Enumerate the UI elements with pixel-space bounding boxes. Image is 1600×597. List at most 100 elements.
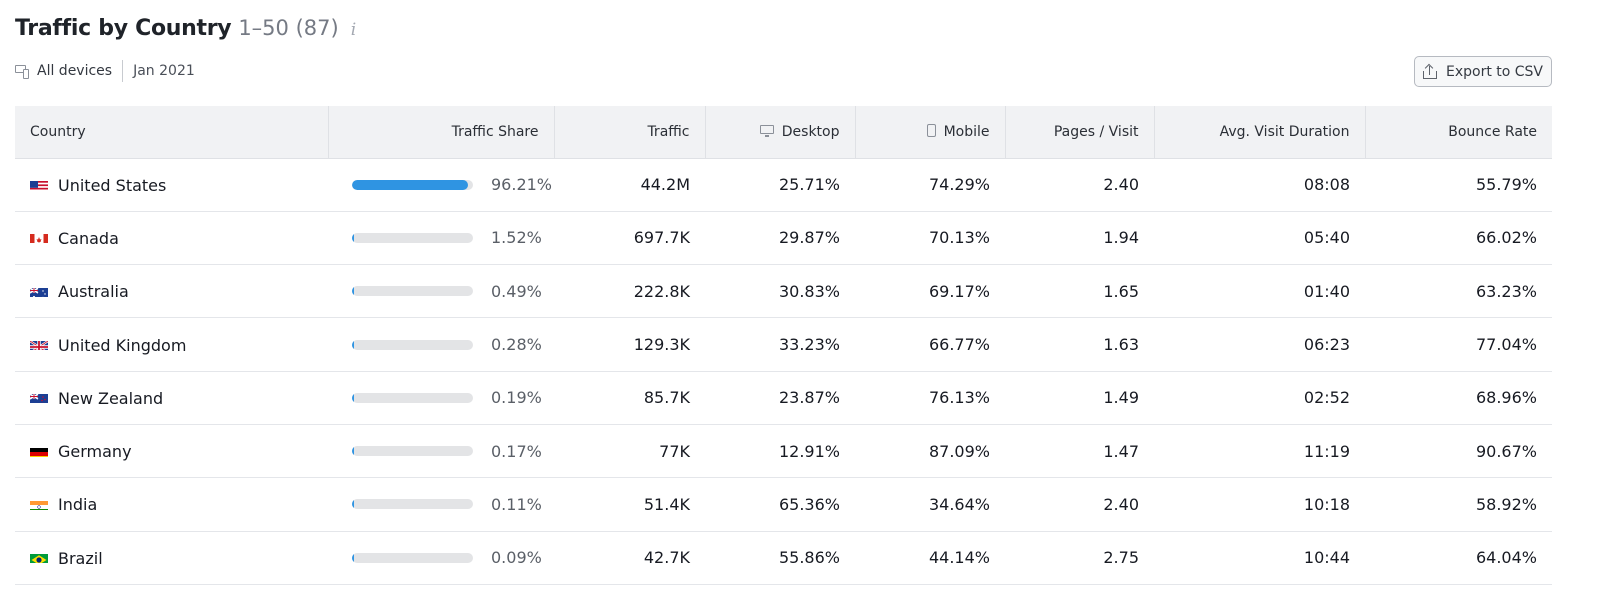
traffic-share-value: 0.19% (491, 388, 542, 408)
avg-visit-duration-cell: 06:23 (1303, 335, 1350, 355)
table-row: Canada 1.52% 697.7K 29.87% 70.13% 1.94 05:40 66… (15, 211, 1552, 265)
devices-filter[interactable]: All devices (37, 63, 113, 79)
pages-visit-cell: 2.40 (1103, 494, 1139, 514)
country-cell: Germany (15, 424, 328, 477)
in-flag (30, 498, 48, 510)
bounce-rate-cell: 68.96% (1475, 388, 1537, 408)
traffic-cell: 77K (659, 441, 690, 461)
avg-visit-duration-cell: 02:52 (1303, 388, 1350, 408)
bounce-rate-cell: 55.79% (1475, 175, 1537, 195)
desktop-cell: 55.86% (778, 548, 840, 568)
desktop-cell: 25.71% (778, 175, 840, 195)
traffic-cell: 85.7K (643, 388, 690, 408)
country-link[interactable]: Australia (58, 282, 129, 302)
avg-visit-duration-cell: 08:08 (1303, 175, 1350, 195)
col-header-pages-visit[interactable]: Pages / Visit (1005, 106, 1155, 159)
bounce-rate-cell: 77.04% (1475, 335, 1537, 355)
table-row: United Kingdom 0.28% 129.3K 33.23% 66.77% 1.6… (15, 318, 1552, 372)
avg-visit-duration-cell: 11:19 (1303, 441, 1350, 461)
mobile-cell: 69.17% (928, 281, 990, 301)
export-icon (1422, 63, 1437, 79)
country-link[interactable]: United States (58, 175, 167, 195)
country-cell: United Kingdom (15, 318, 328, 371)
bounce-rate-cell: 66.02% (1475, 228, 1537, 248)
table-row: Australia 0.49% 222.8K 30.83% 69.17% 1.65 01:4… (15, 265, 1552, 318)
traffic-share-fill (352, 286, 354, 297)
mobile-icon (926, 124, 936, 138)
col-header-desktop[interactable]: Desktop (705, 106, 856, 159)
avg-visit-duration-cell: 05:40 (1303, 228, 1350, 248)
col-header-country[interactable]: Country (15, 106, 329, 159)
date-label: Jan 2021 (133, 63, 195, 79)
traffic-cell: 44.2M (640, 175, 690, 195)
devices-icon (15, 63, 31, 79)
traffic-share-fill (352, 446, 354, 457)
country-cell: United States (15, 158, 328, 211)
traffic-share-bar (352, 446, 473, 457)
country-link[interactable]: United Kingdom (58, 335, 187, 355)
pages-visit-cell: 1.94 (1103, 228, 1139, 248)
section-header: Traffic by Country 1–50 (87) i (15, 16, 356, 41)
traffic-share-cell: 0.09% (328, 531, 554, 584)
col-header-bounce-rate[interactable]: Bounce Rate (1365, 106, 1552, 159)
bounce-rate-cell: 58.92% (1475, 494, 1537, 514)
col-header-avg-visit-duration[interactable]: Avg. Visit Duration (1154, 106, 1366, 159)
table-row: New Zealand 0.19% 85.7K 23.87% 76.13% 1.49 02:… (15, 371, 1552, 425)
traffic-share-bar (352, 392, 473, 403)
traffic-share-bar (352, 339, 473, 350)
bounce-rate-cell: 90.67% (1475, 441, 1537, 461)
country-cell: India (15, 478, 328, 531)
export-label: Export to CSV (1445, 63, 1544, 80)
desktop-cell: 12.91% (778, 441, 840, 461)
traffic-share-value: 0.17% (491, 441, 542, 461)
pages-visit-cell: 2.75 (1103, 548, 1139, 568)
traffic-share-fill (352, 552, 354, 563)
bounce-rate-cell: 63.23% (1475, 281, 1537, 301)
bounce-rate-cell: 64.04% (1475, 548, 1537, 568)
col-header-mobile[interactable]: Mobile (855, 106, 1006, 159)
country-link[interactable]: Germany (58, 442, 132, 462)
traffic-share-cell: 0.49% (328, 265, 554, 318)
traffic-share-cell: 0.19% (328, 371, 554, 424)
table-row: India 0.11% 51.4K 65.36% 34.64% 2.40 10:18 58.9… (15, 478, 1552, 532)
country-link[interactable]: India (58, 495, 98, 515)
table-row: Brazil 0.09% 42.7K 55.86% 44.14% 2.75 10:44 64.… (15, 531, 1552, 585)
country-link[interactable]: Brazil (58, 548, 103, 568)
filter-divider (122, 60, 124, 82)
country-link[interactable]: New Zealand (58, 388, 164, 408)
section-title: Traffic by Country (15, 16, 232, 41)
traffic-share-value: 0.49% (491, 281, 542, 301)
desktop-cell: 30.83% (778, 281, 840, 301)
export-csv-button[interactable]: Export to CSV (1414, 56, 1552, 87)
desktop-cell: 23.87% (778, 388, 840, 408)
country-cell: Brazil (15, 531, 328, 584)
traffic-share-value: 0.28% (491, 335, 542, 355)
avg-visit-duration-cell: 01:40 (1303, 281, 1350, 301)
traffic-share-bar (352, 286, 473, 297)
col-header-traffic-share[interactable]: Traffic Share (328, 106, 555, 159)
pages-visit-cell: 1.65 (1103, 281, 1139, 301)
col-header-traffic[interactable]: Traffic (554, 106, 706, 159)
traffic-share-value: 0.09% (491, 548, 542, 568)
table-row: United States 96.21% 44.2M 25.71% 74.29% 2.40… (15, 158, 1552, 212)
country-cell: Australia (15, 265, 328, 318)
table-row: Germany 0.17% 77K 12.91% 87.09% 1.47 11:19 90.6… (15, 424, 1552, 478)
br-flag (30, 551, 48, 564)
traffic-share-fill (352, 339, 354, 350)
info-icon[interactable]: i (350, 20, 357, 40)
traffic-share-fill (352, 232, 354, 243)
traffic-share-cell: 96.21% (328, 158, 554, 211)
traffic-share-bar (352, 499, 473, 510)
traffic-share-cell: 0.11% (328, 478, 554, 531)
pages-visit-cell: 1.47 (1103, 441, 1139, 461)
traffic-share-fill (352, 179, 469, 190)
country-link[interactable]: Canada (58, 228, 119, 248)
country-cell: Canada (15, 211, 328, 264)
traffic-cell: 42.7K (643, 548, 690, 568)
desktop-cell: 29.87% (778, 228, 840, 248)
avg-visit-duration-cell: 10:18 (1303, 494, 1350, 514)
avg-visit-duration-cell: 10:44 (1303, 548, 1350, 568)
pages-visit-cell: 1.63 (1103, 335, 1139, 355)
traffic-cell: 51.4K (643, 494, 690, 514)
country-cell: New Zealand (15, 371, 328, 424)
